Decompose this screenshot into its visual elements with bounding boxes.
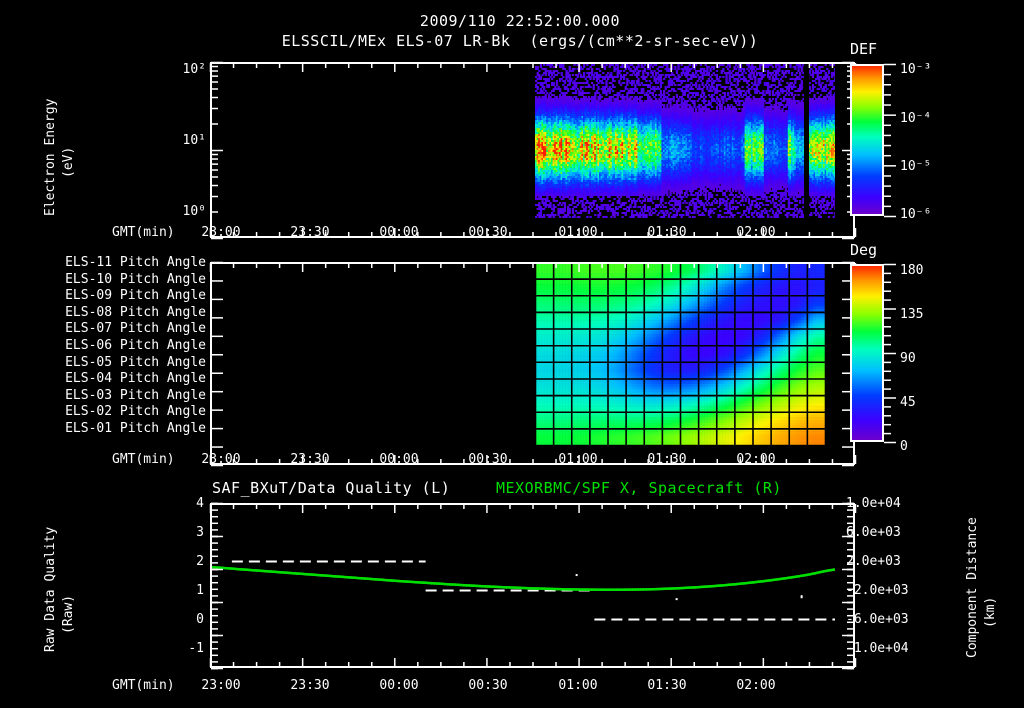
panel3-xtick-1: 23:30 <box>290 678 330 693</box>
panel2-xtick-3: 00:30 <box>468 452 508 467</box>
panel2-xtick-5: 01:30 <box>647 452 687 467</box>
row-label: ELS-08 Pitch Angle <box>65 304 206 320</box>
panel3-ytick-right-1: 6.0e+03 <box>846 525 901 540</box>
deg-colorbar-tick-2: 90 <box>900 351 916 366</box>
def-colorbar-title: DEF <box>850 40 878 58</box>
panel1-ytick-1: 10¹ <box>182 133 206 148</box>
row-label: ELS-05 Pitch Angle <box>65 354 206 370</box>
panel3-xlabel: GMT(min) <box>112 678 175 693</box>
panel1-xtick-6: 02:00 <box>736 225 776 240</box>
panel1-xtick-4: 01:00 <box>558 225 598 240</box>
row-label: ELS-07 Pitch Angle <box>65 321 206 337</box>
panel1-xlabel: GMT(min) <box>112 225 175 240</box>
panel2-xtick-2: 00:00 <box>379 452 419 467</box>
deg-colorbar-title: Deg <box>850 241 878 259</box>
panel2-xlabel: GMT(min) <box>112 452 175 467</box>
panel3-ylabel-right: Component Distance <box>965 517 980 658</box>
row-label: ELS-04 Pitch Angle <box>65 371 206 387</box>
page-title: ELSSCIL/MEx ELS-07 LR-Bk (ergs/(cm**2-sr… <box>281 32 759 50</box>
panel3-ytick-left-0: 4 <box>196 496 204 511</box>
row-label: ELS-09 Pitch Angle <box>65 288 206 304</box>
panel1-xtick-3: 00:30 <box>468 225 508 240</box>
deg-colorbar-ticks <box>884 260 898 446</box>
panel3-xtick-4: 01:00 <box>558 678 598 693</box>
panel2-axes <box>190 252 930 472</box>
row-label: ELS-02 Pitch Angle <box>65 404 206 420</box>
panel2-xtick-4: 01:00 <box>558 452 598 467</box>
panel3-ytick-right-5: -1.0e+04 <box>846 641 909 656</box>
panel1-ylabel-units: (eV) <box>61 146 76 178</box>
page-timestamp: 2009/110 22:52:00.000 <box>419 12 621 30</box>
deg-colorbar-tick-4: 0 <box>900 439 908 454</box>
panel3-ytick-right-2: 2.0e+03 <box>846 554 901 569</box>
def-colorbar <box>850 64 884 216</box>
panel3-xtick-5: 01:30 <box>647 678 687 693</box>
def-colorbar-tick-0: 10⁻³ <box>900 62 932 77</box>
deg-colorbar-tick-0: 180 <box>900 263 924 278</box>
def-colorbar-tick-1: 10⁻⁴ <box>900 111 932 126</box>
row-label: ELS-03 Pitch Angle <box>65 387 206 403</box>
deg-colorbar <box>850 264 884 442</box>
row-label: ELS-06 Pitch Angle <box>65 337 206 353</box>
panel3-ylabel-left: Raw Data Quality <box>43 526 58 652</box>
panel3-ytick-left-5: -1 <box>188 641 204 656</box>
panel1-axes <box>190 52 930 252</box>
panel1-ytick-2: 10⁰ <box>182 204 206 219</box>
panel3-ytick-right-3: -2.0e+03 <box>846 583 909 598</box>
panel3-ylabel-left-units: (Raw) <box>61 594 76 634</box>
panel3-ytick-right-4: -6.0e+03 <box>846 612 909 627</box>
panel1-xtick-1: 23:30 <box>290 225 330 240</box>
panel1-xtick-5: 01:30 <box>647 225 687 240</box>
panel3-ylabel-right-units: (km) <box>983 596 998 628</box>
panel3-ytick-right-0: 1.0e+04 <box>846 496 901 511</box>
row-label: ELS-01 Pitch Angle <box>65 420 206 436</box>
panel3-ytick-left-2: 2 <box>196 554 204 569</box>
panel3-axes <box>190 493 930 683</box>
panel1-ytick-0: 10² <box>182 62 206 77</box>
panel2-xtick-1: 23:30 <box>290 452 330 467</box>
panel3-ytick-left-1: 3 <box>196 525 204 540</box>
panel3-xtick-3: 00:30 <box>468 678 508 693</box>
deg-colorbar-tick-1: 135 <box>900 307 924 322</box>
deg-colorbar-tick-3: 45 <box>900 395 916 410</box>
panel3-ytick-left-4: 0 <box>196 612 204 627</box>
panel3-xtick-2: 00:00 <box>379 678 419 693</box>
panel3-xtick-6: 02:00 <box>736 678 776 693</box>
def-colorbar-tick-3: 10⁻⁶ <box>900 207 932 222</box>
panel3-xtick-0: 23:00 <box>201 678 241 693</box>
panel1-xtick-0: 23:00 <box>201 225 241 240</box>
row-label: ELS-11 Pitch Angle <box>65 255 206 270</box>
row-label: ELS-10 Pitch Angle <box>65 271 206 287</box>
panel3-title-left: SAF_BXuT/Data Quality (L) <box>212 479 451 497</box>
panel3-title-right: MEXORBMC/SPF X, Spacecraft (R) <box>496 479 782 497</box>
panel1-xtick-2: 00:00 <box>379 225 419 240</box>
panel2-xtick-0: 23:00 <box>201 452 241 467</box>
panel1-ylabel: Electron Energy <box>43 98 58 216</box>
def-colorbar-tick-2: 10⁻⁵ <box>900 159 932 174</box>
panel3-ytick-left-3: 1 <box>196 583 204 598</box>
def-colorbar-ticks <box>884 60 898 220</box>
pitch-angle-row-labels: ELS-11 Pitch Angle ELS-10 Pitch Angle EL… <box>60 256 206 439</box>
panel2-xtick-6: 02:00 <box>736 452 776 467</box>
